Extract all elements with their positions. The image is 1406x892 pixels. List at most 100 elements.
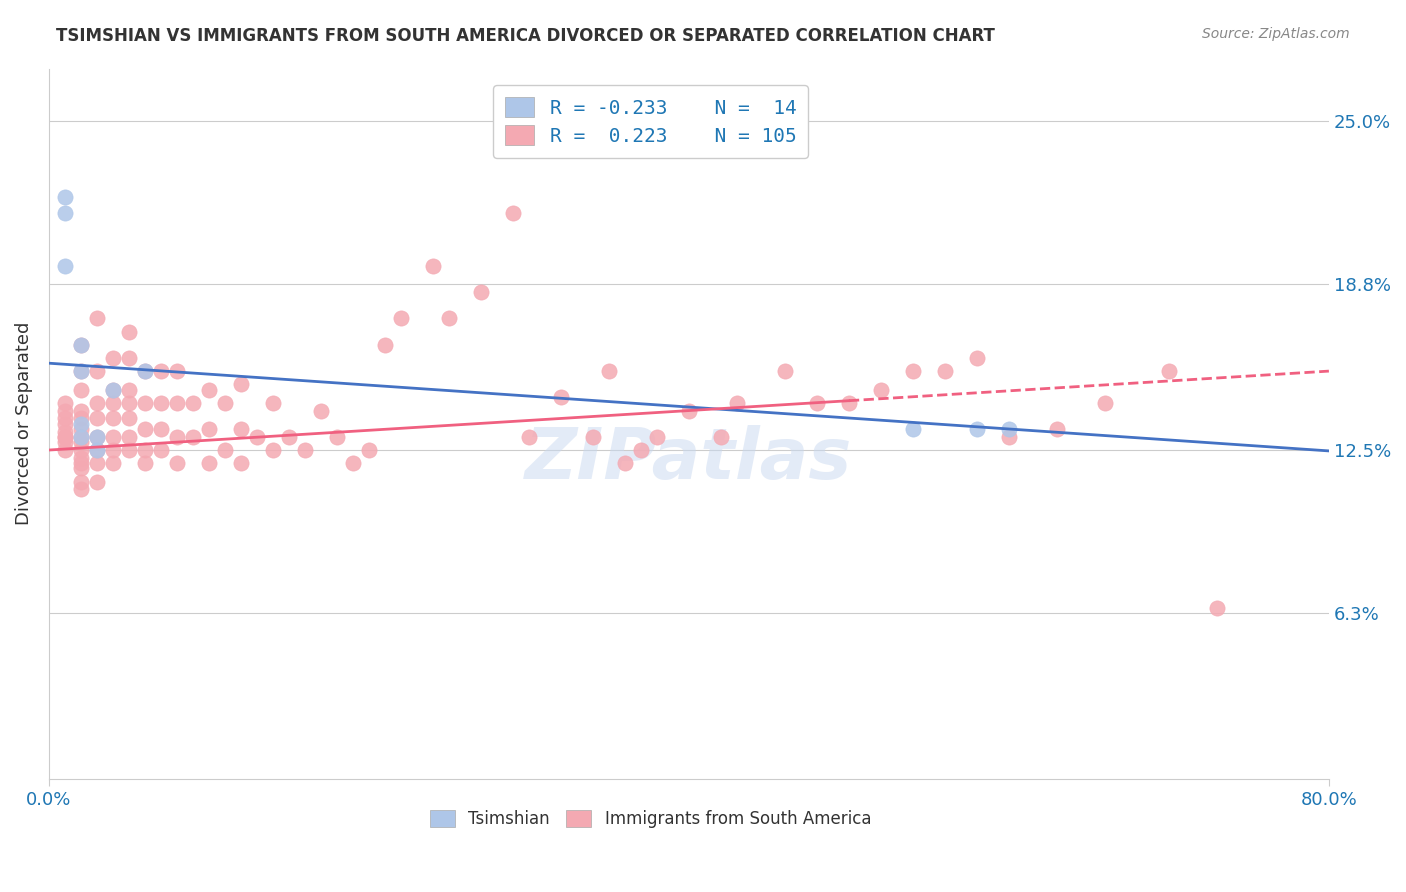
Legend: Tsimshian, Immigrants from South America: Tsimshian, Immigrants from South America (423, 803, 877, 835)
Point (70, 435, 93, 450)
Point (198, 456, 221, 470)
Point (262, 395, 284, 409)
Point (101, 443, 124, 458)
Point (101, 456, 124, 470)
Point (70, 450, 93, 465)
Point (214, 443, 236, 458)
Text: Source: ZipAtlas.com: Source: ZipAtlas.com (1202, 27, 1350, 41)
Point (229, 422, 252, 436)
Point (806, 395, 828, 409)
Point (262, 443, 284, 458)
Point (101, 351, 124, 365)
Point (70, 417, 93, 431)
Point (309, 403, 332, 417)
Point (613, 456, 636, 470)
Point (470, 285, 492, 300)
Point (70, 383, 93, 397)
Point (710, 430, 733, 444)
Point (166, 395, 188, 409)
Point (214, 395, 236, 409)
Point (598, 364, 620, 378)
Point (86, 443, 108, 458)
Point (134, 364, 156, 378)
Point (86, 475, 108, 489)
Point (86, 411, 108, 425)
Point (725, 395, 748, 409)
Point (773, 364, 796, 378)
Point (181, 395, 204, 409)
Point (70, 430, 93, 444)
Point (966, 351, 988, 365)
Point (998, 422, 1021, 436)
Text: ZIPatlas: ZIPatlas (526, 425, 852, 494)
Point (118, 351, 141, 365)
Point (86, 456, 108, 470)
Y-axis label: Divorced or Separated: Divorced or Separated (15, 322, 32, 525)
Point (70, 338, 93, 352)
Point (149, 443, 172, 458)
Point (437, 311, 460, 326)
Point (53, 443, 76, 458)
Point (70, 461, 93, 475)
Point (1206, 600, 1229, 615)
Point (86, 430, 108, 444)
Point (53, 425, 76, 439)
Point (53, 395, 76, 409)
Point (86, 311, 108, 326)
Point (53, 430, 76, 444)
Point (149, 395, 172, 409)
Point (645, 430, 668, 444)
Point (630, 443, 652, 458)
Point (70, 443, 93, 458)
Point (998, 430, 1021, 444)
Point (246, 430, 269, 444)
Point (149, 364, 172, 378)
Point (118, 325, 141, 339)
Point (229, 456, 252, 470)
Point (118, 443, 141, 458)
Point (53, 411, 76, 425)
Point (326, 430, 349, 444)
Point (118, 395, 141, 409)
Point (53, 430, 76, 444)
Point (134, 456, 156, 470)
Point (374, 338, 396, 352)
Point (53, 403, 76, 417)
Point (838, 395, 860, 409)
Point (966, 422, 988, 436)
Point (582, 430, 605, 444)
Point (181, 430, 204, 444)
Point (70, 364, 93, 378)
Point (1046, 422, 1069, 436)
Point (86, 395, 108, 409)
Point (70, 338, 93, 352)
Point (166, 456, 188, 470)
Point (1157, 364, 1180, 378)
Point (101, 411, 124, 425)
Point (678, 403, 700, 417)
Text: TSIMSHIAN VS IMMIGRANTS FROM SOUTH AMERICA DIVORCED OR SEPARATED CORRELATION CHA: TSIMSHIAN VS IMMIGRANTS FROM SOUTH AMERI… (56, 27, 995, 45)
Point (101, 395, 124, 409)
Point (198, 383, 221, 397)
Point (149, 422, 172, 436)
Point (357, 443, 380, 458)
Point (70, 483, 93, 497)
Point (118, 430, 141, 444)
Point (389, 311, 412, 326)
Point (101, 383, 124, 397)
Point (166, 364, 188, 378)
Point (70, 422, 93, 436)
Point (70, 403, 93, 417)
Point (53, 206, 76, 220)
Point (53, 417, 76, 431)
Point (294, 443, 316, 458)
Point (422, 259, 444, 273)
Point (86, 443, 108, 458)
Point (101, 430, 124, 444)
Point (101, 383, 124, 397)
Point (901, 422, 924, 436)
Point (86, 364, 108, 378)
Point (70, 364, 93, 378)
Point (278, 430, 301, 444)
Point (550, 391, 572, 405)
